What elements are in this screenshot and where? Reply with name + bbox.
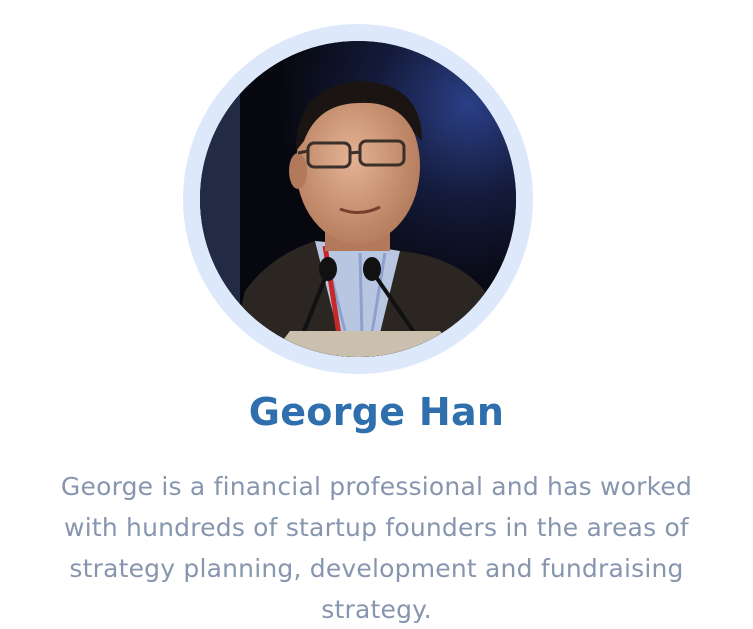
bio-line: George is a financial professional and h… — [60, 472, 693, 501]
person-portrait-photo — [200, 41, 516, 357]
avatar — [200, 41, 516, 357]
bio-line: strategy. — [321, 595, 432, 624]
person-name: George Han — [248, 390, 505, 434]
bio-line: with hundreds of startup founders in the… — [64, 513, 689, 542]
bio-line: strategy planning, development and fundr… — [69, 554, 684, 583]
person-bio: George is a financial professional and h… — [20, 466, 733, 629]
